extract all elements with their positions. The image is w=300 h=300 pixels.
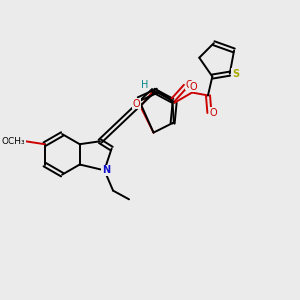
Text: O: O	[190, 82, 197, 92]
Text: O: O	[210, 108, 218, 118]
Text: H: H	[141, 80, 148, 90]
Text: O: O	[186, 80, 194, 90]
Text: O: O	[132, 99, 140, 109]
Text: OCH₃: OCH₃	[2, 137, 25, 146]
Text: S: S	[232, 69, 239, 79]
Text: N: N	[102, 165, 110, 175]
